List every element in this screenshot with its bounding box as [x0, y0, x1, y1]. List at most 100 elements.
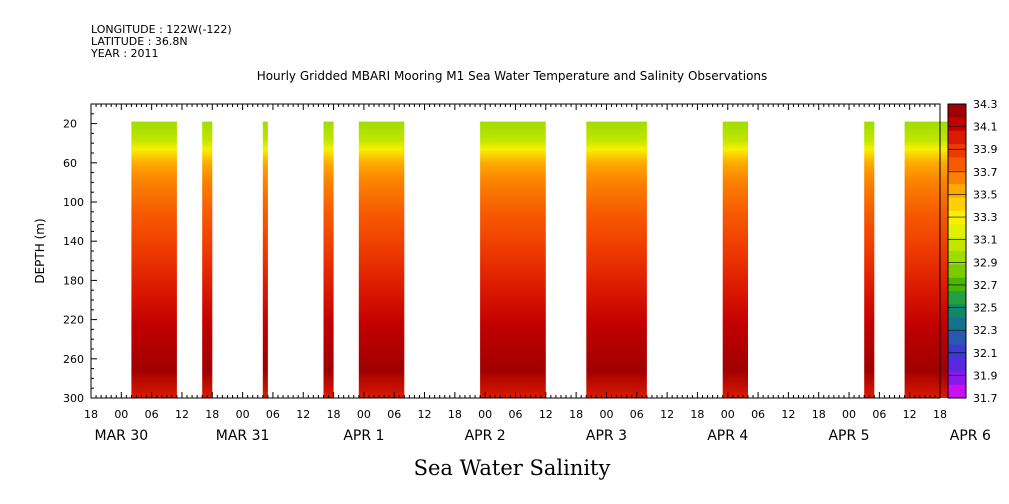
colorbar: 34.3 34.1 33.9 33.7 33.5 33.3 33.1 32.9 32.7 32.5… [947, 98, 998, 405]
x-hour-tick-label: 00 [114, 408, 128, 421]
x-hour-tick-label: 18 [933, 408, 947, 421]
colorbar-label: 34.3 [973, 98, 998, 111]
colorbar-swatch [948, 197, 966, 212]
x-hour-tick-label: 12 [781, 408, 795, 421]
colorbar-swatch [948, 384, 966, 399]
x-hour-tick-label: 06 [387, 408, 401, 421]
x-hour-tick-label: 00 [478, 408, 492, 421]
y-tick-label: 260 [63, 353, 84, 366]
y-tick-label: 100 [63, 196, 84, 209]
x-hour-tick-label: 18 [84, 408, 98, 421]
colorbar-label: 32.7 [973, 279, 998, 292]
x-hour-tick-label: 18 [690, 408, 704, 421]
x-hour-tick-label: 00 [357, 408, 371, 421]
data-block [904, 121, 951, 398]
x-hour-tick-label: 18 [812, 408, 826, 421]
colorbar-swatch [948, 304, 966, 319]
x-hour-tick-label: 12 [296, 408, 310, 421]
x-hour-tick-label: 06 [630, 408, 644, 421]
x-day-label: APR 3 [586, 428, 627, 444]
x-hour-tick-label: 06 [509, 408, 523, 421]
colorbar-label: 31.9 [973, 369, 998, 382]
y-tick-label: 300 [63, 392, 84, 405]
colorbar-swatch [948, 157, 966, 172]
colorbar-label: 32.5 [973, 302, 998, 315]
colorbar-swatch [948, 251, 966, 265]
year-label: YEAR : 2011 [91, 47, 159, 60]
x-hour-tick-label: 00 [842, 408, 856, 421]
colorbar-label: 33.7 [973, 166, 998, 179]
x-day-label: APR 6 [950, 428, 991, 444]
x-day-label: MAR 31 [216, 428, 270, 444]
colorbar-swatch [948, 184, 966, 199]
colorbar-swatch [948, 237, 966, 252]
x-hour-tick-label: 12 [175, 408, 189, 421]
x-hour-tick-label: 00 [721, 408, 735, 421]
colorbar-swatch [948, 331, 966, 346]
colorbar-swatch [948, 317, 966, 332]
metadata-block: LONGITUDE : 122W(-122) LATITUDE : 36.8N … [91, 24, 232, 60]
data-blocks [131, 121, 951, 398]
x-day-label: MAR 30 [94, 428, 148, 444]
colorbar-label: 33.9 [973, 143, 998, 156]
x-hour-tick-label: 06 [872, 408, 886, 421]
colorbar-swatch [948, 117, 966, 132]
colorbar-swatch [948, 344, 966, 359]
y-tick-label: 220 [63, 314, 84, 327]
x-day-label: APR 4 [707, 428, 748, 444]
colorbar-label: 33.3 [973, 211, 998, 224]
colorbar-swatch [948, 130, 966, 145]
latitude-label: LATITUDE : 36.8N [91, 35, 188, 48]
colorbar-swatch [948, 291, 966, 305]
x-day-label: APR 1 [343, 428, 384, 444]
x-hour-tick-label: 18 [327, 408, 341, 421]
x-axis-label: Sea Water Salinity [414, 456, 611, 480]
data-block [358, 121, 405, 398]
x-hour-tick-label: 12 [660, 408, 674, 421]
x-hour-tick-label: 06 [751, 408, 765, 421]
x-day-label: APR 5 [828, 428, 869, 444]
y-tick-label: 60 [63, 157, 77, 170]
x-hour-tick-label: 12 [539, 408, 553, 421]
data-block [262, 121, 268, 398]
colorbar-swatch [948, 170, 966, 185]
x-hour-tick-label: 12 [903, 408, 917, 421]
data-block [864, 121, 875, 398]
x-hour-tick-label: 06 [266, 408, 280, 421]
x-day-label: APR 2 [465, 428, 506, 444]
data-block [722, 121, 748, 398]
colorbar-label: 33.1 [973, 234, 998, 247]
colorbar-swatch [948, 210, 966, 225]
colorbar-swatch [948, 144, 966, 158]
colorbar-swatch [948, 371, 966, 386]
x-hour-tick-label: 18 [448, 408, 462, 421]
colorbar-label: 33.5 [973, 188, 998, 201]
colorbar-label: 31.7 [973, 392, 998, 405]
y-axis-label: DEPTH (m) [33, 218, 47, 283]
y-tick-label: 140 [63, 235, 84, 248]
y-tick-label: 180 [63, 274, 84, 287]
y-tick-label: 20 [63, 118, 77, 131]
x-axis: 18 00 06 12 18 00 06 12 18 00 06 12 18 00 06 12 18 00 06 12… [84, 104, 991, 444]
data-block [480, 121, 546, 398]
data-block [586, 121, 647, 398]
x-hour-tick-label: 06 [145, 408, 159, 421]
x-hour-tick-label: 12 [418, 408, 432, 421]
x-hour-tick-label: 00 [599, 408, 613, 421]
x-hour-tick-label: 18 [569, 408, 583, 421]
colorbar-swatch [948, 104, 966, 118]
colorbar-label: 32.1 [973, 347, 998, 360]
colorbar-swatch [948, 264, 966, 279]
colorbar-swatch [948, 224, 966, 239]
x-hour-tick-label: 18 [205, 408, 219, 421]
colorbar-swatch [948, 357, 966, 372]
colorbar-label: 32.3 [973, 324, 998, 337]
colorbar-label: 34.1 [973, 121, 998, 134]
longitude-label: LONGITUDE : 122W(-122) [91, 23, 232, 36]
colorbar-label: 32.9 [973, 256, 998, 269]
y-axis: 20 60 100 140 180 220 260 300 [63, 103, 97, 405]
data-block [131, 121, 177, 398]
data-block [323, 121, 334, 398]
chart-title: Hourly Gridded MBARI Mooring M1 Sea Wate… [257, 69, 768, 83]
